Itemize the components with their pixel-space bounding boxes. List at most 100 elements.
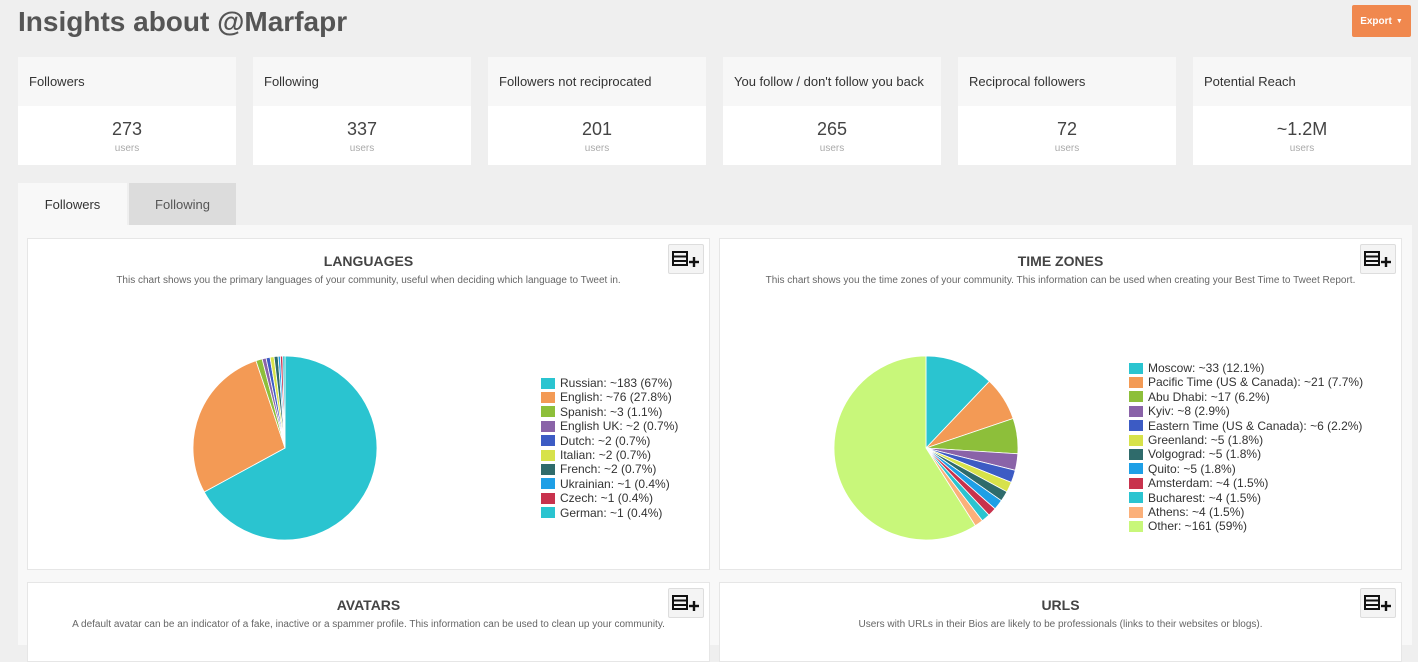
panel-description: A default avatar can be an indicator of … (72, 619, 665, 630)
pie-slice[interactable] (192, 360, 286, 493)
legend-entry: Bucharest: ~4 (1.5%) (1129, 491, 1363, 505)
timezones-panel: TIME ZONES This chart shows you the time… (719, 238, 1402, 570)
legend-entry: Athens: ~4 (1.5%) (1129, 505, 1363, 519)
legend-label: Quito: ~5 (1.8%) (1148, 461, 1236, 476)
legend-entry: English UK: ~2 (0.7%) (541, 419, 678, 433)
stat-unit: users (349, 143, 375, 154)
stat-unit: users (114, 143, 140, 154)
pie-slice[interactable] (203, 355, 378, 541)
legend-swatch (541, 507, 555, 519)
legend-swatch (541, 478, 555, 490)
legend-label: Kyiv: ~8 (2.9%) (1148, 404, 1230, 419)
panel-title: TIME ZONES (1017, 253, 1104, 269)
legend-label: Abu Dhabi: ~17 (6.2%) (1148, 389, 1270, 404)
stat-value: 273 (111, 119, 143, 139)
legend-swatch (541, 492, 555, 504)
legend-swatch (1129, 377, 1143, 389)
legend-swatch (541, 377, 555, 389)
legend-swatch (541, 420, 555, 432)
stat-card-reciprocal-followers: Reciprocal followers 72 users (958, 57, 1176, 165)
stat-card-potential-reach: Potential Reach ~1.2M users (1193, 57, 1411, 165)
legend-entry: Amsterdam: ~4 (1.5%) (1129, 476, 1363, 490)
stats-row: Followers 273 users Following 337 users … (0, 57, 1418, 166)
export-button[interactable]: Export ▼ (1352, 5, 1411, 37)
legend-entry: Kyiv: ~8 (2.9%) (1129, 404, 1363, 418)
legend-entry: Greenland: ~5 (1.8%) (1129, 433, 1363, 447)
legend-entry: Spanish: ~3 (1.1%) (541, 405, 678, 419)
legend-label: Moscow: ~33 (12.1%) (1148, 361, 1265, 375)
legend-label: Ukrainian: ~1 (0.4%) (560, 476, 670, 491)
tab-followers[interactable]: Followers (18, 183, 127, 225)
legend-entry: French: ~2 (0.7%) (541, 462, 678, 476)
legend-swatch (1129, 506, 1143, 518)
legend-entry: Pacific Time (US & Canada): ~21 (7.7%) (1129, 375, 1363, 389)
add-to-report-icon (1364, 595, 1391, 611)
legend-entry: Moscow: ~33 (12.1%) (1129, 361, 1363, 375)
add-to-report-button[interactable] (668, 588, 704, 618)
legend-entry: Italian: ~2 (0.7%) (541, 448, 678, 462)
legend-entry: Dutch: ~2 (0.7%) (541, 434, 678, 448)
legend-swatch (1129, 362, 1143, 374)
legend-label: Amsterdam: ~4 (1.5%) (1148, 476, 1269, 491)
legend-label: Eastern Time (US & Canada): ~6 (2.2%) (1148, 418, 1363, 433)
legend-swatch (541, 435, 555, 447)
legend-swatch (1129, 420, 1143, 432)
languages-pie-chart (192, 355, 378, 541)
legend-swatch (1129, 463, 1143, 475)
legend-entry: Quito: ~5 (1.8%) (1129, 462, 1363, 476)
stat-unit: users (584, 143, 610, 154)
add-to-report-button[interactable] (1360, 588, 1396, 618)
add-to-report-icon (672, 251, 699, 267)
stat-label: Followers not reciprocated (488, 57, 706, 106)
legend-entry: Volgograd: ~5 (1.8%) (1129, 447, 1363, 461)
add-to-report-icon (1364, 251, 1391, 267)
legend-entry: Czech: ~1 (0.4%) (541, 491, 678, 505)
caret-down-icon: ▼ (1395, 17, 1403, 25)
panel-description: Users with URLs in their Bios are likely… (858, 619, 1263, 630)
languages-legend: Russian: ~183 (67%) English: ~76 (27.8%) S… (541, 376, 678, 520)
legend-swatch (541, 406, 555, 418)
stat-value: ~1.2M (1276, 119, 1328, 139)
tab-content: LANGUAGES This chart shows you the prima… (18, 225, 1412, 662)
stat-label: Following (253, 57, 471, 106)
legend-label: Bucharest: ~4 (1.5%) (1148, 490, 1262, 505)
legend-swatch (1129, 434, 1143, 446)
legend-label: Dutch: ~2 (0.7%) (560, 433, 651, 448)
legend-label: German: ~1 (0.4%) (560, 505, 663, 520)
legend-swatch (1129, 520, 1143, 532)
panel-title: AVATARS (336, 597, 401, 613)
legend-entry: Ukrainian: ~1 (0.4%) (541, 477, 678, 491)
panel-title: LANGUAGES (323, 253, 414, 269)
legend-label: Russian: ~183 (67%) (560, 376, 673, 390)
stat-unit: users (1289, 143, 1315, 154)
stat-label: Followers (18, 57, 236, 106)
pie-slice[interactable] (833, 355, 976, 541)
legend-label: English UK: ~2 (0.7%) (560, 419, 679, 434)
urls-panel: URLS Users with URLs in their Bios are l… (719, 582, 1402, 662)
legend-label: Volgograd: ~5 (1.8%) (1148, 447, 1262, 462)
pie-slice[interactable] (282, 355, 286, 449)
legend-entry: German: ~1 (0.4%) (541, 506, 678, 520)
legend-swatch (1129, 391, 1143, 403)
add-to-report-button[interactable] (1360, 244, 1396, 274)
legend-swatch (541, 464, 555, 476)
add-to-report-icon (672, 595, 699, 611)
legend-label: Athens: ~4 (1.5%) (1148, 504, 1245, 519)
add-to-report-button[interactable] (668, 244, 704, 274)
legend-entry: English: ~76 (27.8%) (541, 390, 678, 404)
stat-card-following: Following 337 users (253, 57, 471, 165)
page-title: Insights about @Marfapr (18, 6, 348, 37)
pie-slice[interactable] (925, 355, 990, 450)
stat-value: 201 (581, 119, 613, 139)
tab-following[interactable]: Following (129, 183, 236, 225)
legend-label: Spanish: ~3 (1.1%) (560, 404, 663, 419)
stat-unit: users (819, 143, 845, 154)
avatars-panel: AVATARS A default avatar can be an indic… (27, 582, 710, 662)
stat-label: You follow / don't follow you back (723, 57, 941, 106)
timezones-pie-chart (833, 355, 1019, 541)
legend-label: Pacific Time (US & Canada): ~21 (7.7%) (1148, 375, 1364, 390)
legend-swatch (1129, 405, 1143, 417)
export-label: Export (1360, 15, 1392, 27)
legend-swatch (541, 449, 555, 461)
stat-value: 72 (1056, 119, 1078, 139)
